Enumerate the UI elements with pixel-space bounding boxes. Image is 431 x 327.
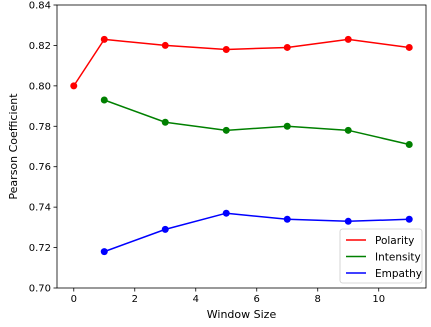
data-point-polarity bbox=[161, 41, 169, 49]
data-point-empathy bbox=[100, 248, 108, 256]
y-tick-label: 0.74 bbox=[29, 203, 51, 214]
legend-label: Intensity bbox=[375, 252, 421, 264]
data-point-empathy bbox=[222, 209, 230, 217]
y-axis-label: Pearson Coefficient bbox=[7, 93, 20, 200]
series-empathy bbox=[100, 209, 413, 256]
x-axis-label: Window Size bbox=[207, 308, 277, 321]
data-point-polarity bbox=[344, 35, 352, 43]
data-point-polarity bbox=[100, 35, 108, 43]
data-point-polarity bbox=[70, 82, 78, 90]
series-line-intensity bbox=[104, 99, 410, 146]
data-point-intensity bbox=[222, 126, 230, 134]
series-line-empathy bbox=[104, 212, 410, 253]
data-point-empathy bbox=[283, 215, 291, 223]
data-point-polarity bbox=[283, 43, 291, 51]
y-tick-label: 0.70 bbox=[29, 284, 51, 295]
y-tick-label: 0.78 bbox=[29, 122, 51, 133]
data-point-intensity bbox=[344, 126, 352, 134]
legend-item-polarity: Polarity bbox=[346, 235, 414, 247]
x-tick-label: 0 bbox=[71, 294, 77, 305]
y-tick-label: 0.76 bbox=[29, 162, 51, 173]
x-tick-label: 10 bbox=[372, 294, 385, 305]
data-point-intensity bbox=[405, 140, 413, 148]
x-tick-label: 8 bbox=[315, 294, 321, 305]
legend: Polarity Intensity Empathy bbox=[339, 228, 423, 284]
ticks-layer: 0 2 4 6 8 10 0.70 0.72 0.74 0.76 0.78 0.80 0.82 0.84 bbox=[29, 1, 385, 306]
data-point-intensity bbox=[161, 118, 169, 126]
data-point-polarity bbox=[405, 43, 413, 51]
legend-label: Polarity bbox=[375, 235, 414, 247]
data-point-intensity bbox=[100, 96, 108, 104]
axes-layer bbox=[56, 4, 427, 289]
x-tick-label: 6 bbox=[254, 294, 260, 305]
x-tick-label: 2 bbox=[132, 294, 138, 305]
y-tick-label: 0.84 bbox=[29, 1, 51, 12]
y-tick-label: 0.82 bbox=[29, 41, 51, 52]
legend-label: Empathy bbox=[375, 268, 422, 280]
legend-box bbox=[339, 228, 423, 284]
axes-frame bbox=[56, 4, 427, 289]
data-point-intensity bbox=[283, 122, 291, 130]
series-polarity bbox=[70, 35, 413, 90]
legend-item-empathy: Empathy bbox=[346, 268, 422, 280]
series-intensity bbox=[100, 96, 413, 148]
data-point-polarity bbox=[222, 45, 230, 53]
y-tick-label: 0.80 bbox=[29, 81, 51, 92]
series-layer bbox=[70, 35, 413, 256]
legend-item-intensity: Intensity bbox=[346, 252, 421, 264]
data-point-empathy bbox=[161, 225, 169, 233]
x-tick-label: 4 bbox=[193, 294, 199, 305]
data-point-empathy bbox=[405, 215, 413, 223]
y-tick-label: 0.72 bbox=[29, 243, 51, 254]
data-point-empathy bbox=[344, 217, 352, 225]
